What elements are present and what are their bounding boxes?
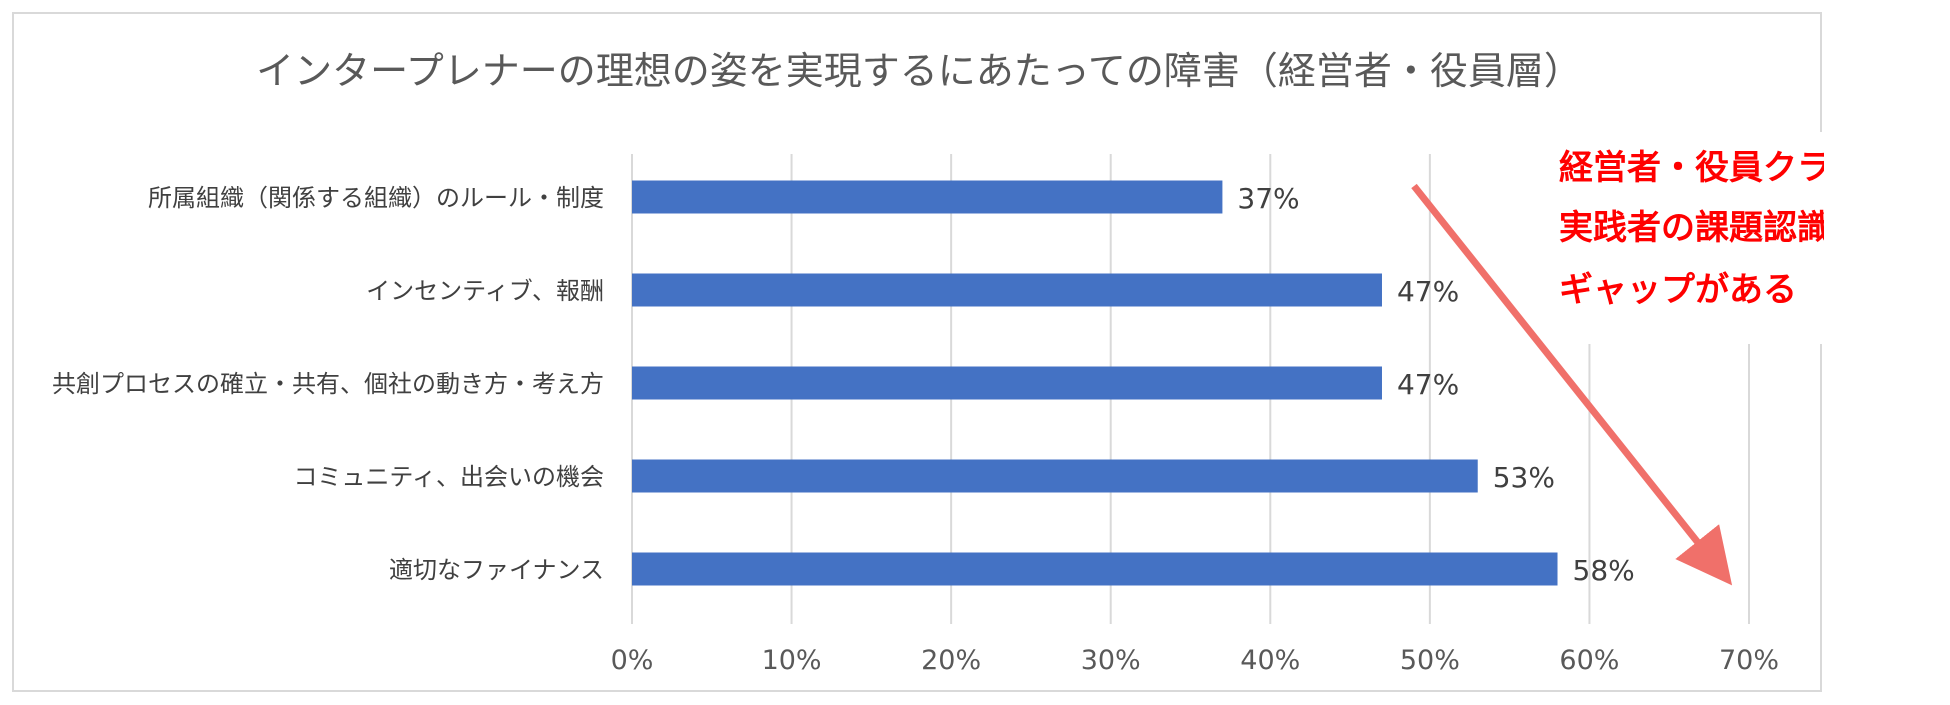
- x-tick-label: 20%: [921, 645, 981, 676]
- x-tick-label: 0%: [611, 645, 654, 676]
- gap-arrow: [1411, 183, 1733, 586]
- callout-line-2: 実践者の課題認識には: [1559, 208, 1824, 248]
- category-label: インセンティブ、報酬: [366, 277, 604, 305]
- x-tick-label: 30%: [1081, 645, 1141, 676]
- category-label: 共創プロセスの確立・共有、個社の動き方・考え方: [52, 370, 604, 398]
- bar-chart: 所属組織（関係する組織）のルール・制度インセンティブ、報酬共創プロセスの確立・共…: [52, 49, 1824, 676]
- callout-line-1: 経営者・役員クラスと: [1559, 148, 1824, 188]
- bar: [632, 180, 1223, 214]
- x-tick-label: 60%: [1559, 645, 1619, 676]
- x-tick-label: 70%: [1719, 645, 1779, 676]
- annotation: 経営者・役員クラスと 実践者の課題認識には ギャップがある: [1411, 132, 1824, 586]
- callout-background: [1551, 132, 1824, 344]
- category-label: 適切なファイナンス: [389, 556, 604, 584]
- x-tick-label: 50%: [1400, 645, 1460, 676]
- data-label: 58%: [1573, 554, 1635, 587]
- x-tick-label: 10%: [762, 645, 822, 676]
- callout-line-3: ギャップがある: [1559, 270, 1797, 310]
- x-tick-labels: 0% 10% 20% 30% 40% 50% 60% 70%: [611, 645, 1779, 676]
- chart-frame: 所属組織（関係する組織）のルール・制度インセンティブ、報酬共創プロセスの確立・共…: [12, 12, 1824, 692]
- data-label: 47%: [1397, 368, 1459, 401]
- category-label: コミュニティ、出会いの機会: [293, 463, 604, 491]
- category-labels: 所属組織（関係する組織）のルール・制度インセンティブ、報酬共創プロセスの確立・共…: [52, 184, 604, 584]
- data-labels: 37% 47% 47% 53% 58%: [1237, 182, 1634, 587]
- data-label: 53%: [1493, 461, 1555, 494]
- x-tick-label: 40%: [1240, 645, 1300, 676]
- category-label: 所属組織（関係する組織）のルール・制度: [148, 184, 604, 212]
- chart-title: インタープレナーの理想の姿を実現するにあたっての障害（経営者・役員層）: [256, 49, 1582, 93]
- bar: [632, 459, 1478, 493]
- bar: [632, 366, 1382, 400]
- data-label: 37%: [1237, 182, 1299, 215]
- data-label: 47%: [1397, 275, 1459, 308]
- bar: [632, 552, 1558, 586]
- bars: [632, 180, 1558, 586]
- bar: [632, 273, 1382, 307]
